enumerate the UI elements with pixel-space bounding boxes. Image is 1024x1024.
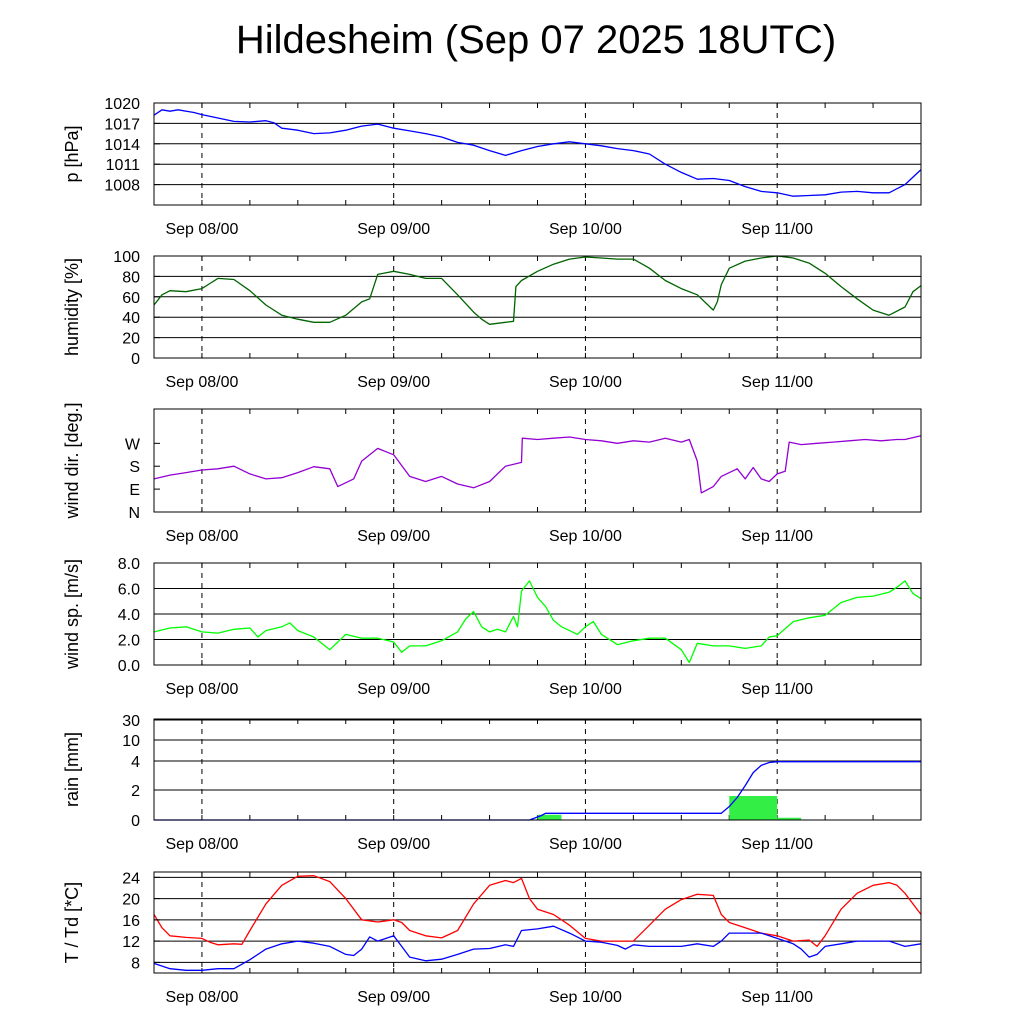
y-tick-label: 1020 <box>104 96 140 113</box>
y-tick-label: 20 <box>122 331 140 348</box>
y-tick-label: 1014 <box>104 137 140 154</box>
y-axis-label: p [hPa] <box>62 125 82 182</box>
x-tick-label: Sep 11/00 <box>741 989 813 1006</box>
rain-bar <box>537 814 562 820</box>
x-tick-label: Sep 09/00 <box>357 528 430 545</box>
x-tick-label: Sep 09/00 <box>357 374 430 391</box>
y-tick-label: 2 <box>131 783 140 800</box>
y-tick-label: 8.0 <box>118 556 140 573</box>
y-tick-label: 40 <box>122 310 140 327</box>
y-tick-label: N <box>128 505 140 522</box>
x-tick-label: Sep 11/00 <box>741 836 813 853</box>
y-tick-label: 6.0 <box>118 582 140 599</box>
x-tick-label: Sep 10/00 <box>549 681 622 698</box>
plot-frame <box>153 408 922 513</box>
rain-series-line <box>154 761 921 821</box>
y-tick-label: 0 <box>131 813 140 830</box>
x-tick-label: Sep 08/00 <box>165 836 238 853</box>
x-tick-label: Sep 10/00 <box>549 836 622 853</box>
x-tick-label: Sep 08/00 <box>165 221 238 238</box>
y-tick-label: 1011 <box>106 157 141 174</box>
plot-frame <box>153 102 922 206</box>
x-tick-label: Sep 10/00 <box>549 989 622 1006</box>
temperature-series-line <box>153 875 922 948</box>
x-tick-label: Sep 10/00 <box>549 374 622 391</box>
page-title: Hildesheim (Sep 07 2025 18UTC) <box>235 18 837 62</box>
wind-speed-panel: 0.0 2.0 4.0 6.0 8.0 wind sp. [m/s] Sep 08/00 Se… <box>62 556 922 698</box>
y-tick-label: W <box>125 436 141 453</box>
y-tick-label: 2.0 <box>118 633 140 650</box>
plot-frame <box>153 255 922 359</box>
x-tick-label: Sep 08/00 <box>165 528 238 545</box>
x-tick-label: Sep 09/00 <box>357 681 430 698</box>
y-tick-label: 12 <box>122 934 140 951</box>
pressure-panel: 1008 1011 1014 1017 1020 p [hPa] Sep 08/00 Sep … <box>62 96 922 238</box>
pressure-series-line <box>153 109 922 197</box>
x-tick-label: Sep 11/00 <box>741 528 813 545</box>
y-tick-label: S <box>129 459 140 476</box>
x-tick-label: Sep 08/00 <box>165 989 238 1006</box>
x-tick-label: Sep 09/00 <box>357 836 430 853</box>
y-tick-label: 16 <box>122 913 140 930</box>
x-tick-label: Sep 08/00 <box>165 374 238 391</box>
y-tick-label: 8 <box>131 955 140 972</box>
y-axis-label: T / Td [*C] <box>62 882 82 963</box>
humidity-series-line <box>153 255 922 325</box>
y-tick-label: 4.0 <box>118 607 140 624</box>
y-tick-label: 1017 <box>104 116 140 133</box>
y-tick-label: 30 <box>122 713 140 730</box>
humidity-panel: 0 20 40 60 80 100 humidity [%] Sep 08/00 Sep 09/… <box>62 249 922 391</box>
wind_dir-series-line <box>153 435 922 494</box>
x-tick-label: Sep 11/00 <box>741 221 813 238</box>
y-tick-label: 24 <box>122 870 140 887</box>
x-tick-label: Sep 08/00 <box>165 681 238 698</box>
temperature-panel: 8 12 16 20 24 T / Td [*C] Sep 08/00 Sep 09/00 Se… <box>62 870 922 1006</box>
y-axis-label: humidity [%] <box>62 258 82 356</box>
x-tick-label: Sep 11/00 <box>741 681 813 698</box>
y-axis-label: rain [mm] <box>62 732 82 807</box>
y-axis-label: wind dir. [deg.] <box>62 402 82 519</box>
y-tick-label: 10 <box>122 733 140 750</box>
y-tick-label: 20 <box>122 892 140 909</box>
plot-frame <box>153 718 922 821</box>
rain-panel: 0 2 4 10 30 rain [mm] Sep 08/00 Sep 09/00 Sep 10… <box>62 713 922 853</box>
y-tick-label: 1008 <box>104 178 140 195</box>
x-tick-label: Sep 09/00 <box>357 221 430 238</box>
x-tick-label: Sep 10/00 <box>549 221 622 238</box>
y-tick-label: 0.0 <box>118 658 140 675</box>
rain-bar <box>777 817 802 820</box>
y-tick-label: E <box>129 482 140 499</box>
temperature-series-line <box>153 925 922 971</box>
wind_speed-series-line <box>153 580 922 664</box>
x-tick-label: Sep 11/00 <box>741 374 813 391</box>
y-tick-label: 60 <box>122 290 140 307</box>
plot-frame <box>153 871 922 974</box>
y-tick-label: 80 <box>122 269 140 286</box>
y-tick-label: 100 <box>113 249 140 266</box>
rain-bar <box>729 796 778 820</box>
x-tick-label: Sep 10/00 <box>549 528 622 545</box>
y-tick-label: 0 <box>131 351 140 368</box>
y-tick-label: 4 <box>131 754 140 771</box>
y-axis-label: wind sp. [m/s] <box>62 559 82 670</box>
x-tick-label: Sep 09/00 <box>357 989 430 1006</box>
